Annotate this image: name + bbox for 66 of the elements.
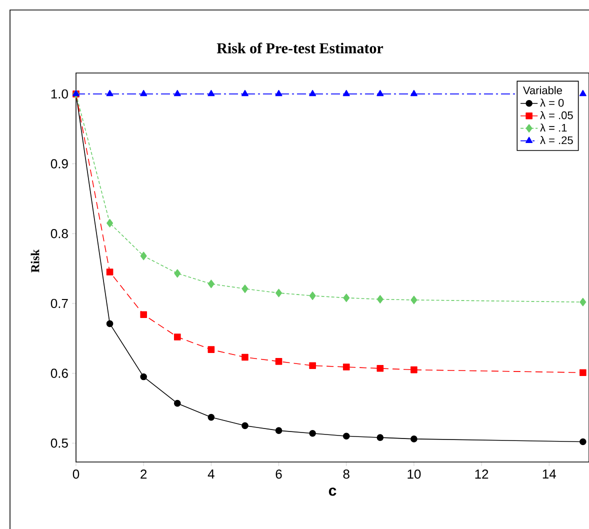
x-tick-label: 10 <box>408 470 421 479</box>
point <box>242 354 248 361</box>
point <box>309 430 316 437</box>
point <box>208 346 215 353</box>
point <box>140 311 147 318</box>
y-tick-label: 1.0 <box>51 89 68 99</box>
x-tick-label: 12 <box>475 470 488 479</box>
point <box>242 284 248 293</box>
point <box>376 434 384 441</box>
point <box>106 268 114 276</box>
point <box>241 90 248 96</box>
point <box>410 90 418 96</box>
legend-label: λ = .25 <box>540 136 573 144</box>
y-tick-label: 0.7 <box>50 298 68 308</box>
point <box>140 252 147 260</box>
y-tick-label: 0.9 <box>50 159 68 168</box>
point <box>208 280 214 288</box>
point <box>376 295 384 304</box>
point <box>580 438 586 446</box>
point <box>342 432 350 440</box>
point <box>410 296 418 304</box>
point <box>174 334 181 340</box>
point <box>275 427 282 434</box>
legend-label: λ = .1 <box>540 124 567 132</box>
y-tick-label: 0.6 <box>50 368 68 378</box>
y-tick-label: 0.8 <box>50 229 68 238</box>
point <box>275 358 282 365</box>
point <box>140 373 147 380</box>
x-tick-label: 8 <box>343 470 350 479</box>
x-tick-label: 4 <box>208 470 214 478</box>
x-tick-label: 0 <box>72 470 80 479</box>
x-tick-label: 6 <box>276 470 282 479</box>
point <box>140 90 148 96</box>
point <box>580 369 586 376</box>
y-axis-title: Risk <box>30 249 40 272</box>
point <box>174 90 181 96</box>
point <box>410 366 418 374</box>
point <box>579 90 586 96</box>
point <box>410 436 418 442</box>
legend-label: λ = 0 <box>540 98 564 107</box>
point <box>580 298 586 306</box>
point <box>376 90 384 96</box>
point <box>309 90 316 96</box>
point <box>309 362 316 370</box>
point <box>342 90 350 96</box>
point <box>309 292 316 300</box>
point <box>376 365 384 372</box>
point <box>275 90 282 96</box>
x-tick-label: 14 <box>542 470 556 478</box>
x-axis-title: c <box>328 488 336 496</box>
point <box>343 294 350 302</box>
chart-title: Risk of Pre-test Estimator <box>216 42 384 54</box>
point <box>342 364 350 370</box>
point <box>276 288 282 298</box>
y-tick-label: 0.5 <box>50 438 68 448</box>
point <box>208 414 215 421</box>
point <box>106 90 114 96</box>
point <box>208 90 215 96</box>
legend-label: λ = .05 <box>540 111 573 120</box>
point <box>106 320 114 328</box>
point <box>242 422 248 430</box>
legend-title: Variable <box>522 86 562 94</box>
point <box>174 269 181 278</box>
point <box>174 400 181 407</box>
point <box>106 218 114 228</box>
x-tick-label: 2 <box>140 470 147 479</box>
